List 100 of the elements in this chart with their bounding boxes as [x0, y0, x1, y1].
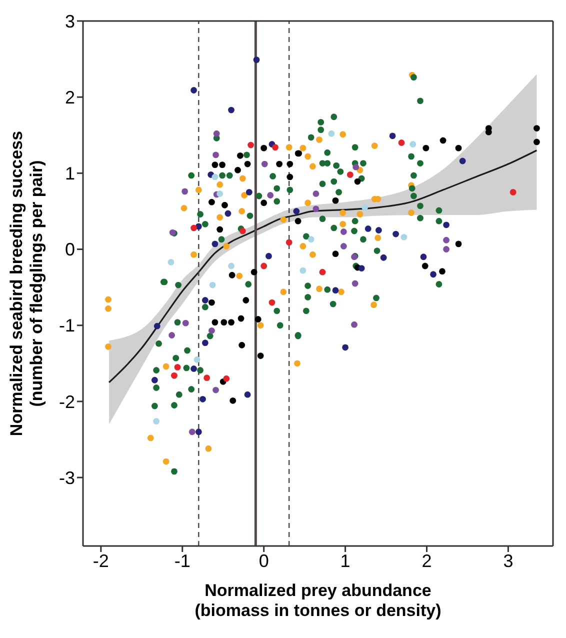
point: [338, 288, 344, 296]
point: [340, 131, 346, 138]
point: [294, 360, 300, 367]
point: [204, 374, 210, 382]
point: [195, 186, 202, 194]
point: [174, 364, 181, 370]
point: [194, 356, 200, 363]
point: [208, 327, 215, 334]
x-tick-label: -2: [92, 550, 109, 571]
point: [342, 344, 348, 351]
point: [316, 136, 322, 143]
point: [340, 210, 346, 216]
y-tick-label: 0: [64, 240, 75, 260]
point: [171, 372, 178, 379]
point: [310, 163, 316, 170]
point: [280, 216, 287, 223]
point: [340, 243, 347, 250]
point: [374, 234, 382, 242]
point: [212, 174, 218, 180]
point: [234, 166, 241, 174]
point: [260, 200, 268, 206]
point: [294, 218, 302, 224]
point: [238, 342, 246, 348]
point: [340, 228, 347, 235]
point: [300, 243, 306, 250]
x-axis-title: Normalized prey abundance (biomass in tonnes or density): [194, 581, 442, 620]
point: [244, 160, 251, 168]
y-tick-label: 2: [64, 87, 75, 108]
y-tick-label: -2: [58, 392, 75, 412]
point: [420, 254, 427, 260]
point: [286, 144, 292, 151]
point: [312, 190, 320, 197]
point: [304, 200, 312, 206]
point: [443, 222, 450, 228]
point: [212, 152, 219, 158]
point: [246, 188, 252, 196]
point: [443, 246, 450, 252]
point: [228, 262, 234, 270]
point: [244, 391, 251, 398]
point: [267, 192, 274, 198]
point: [280, 288, 287, 296]
point: [304, 153, 312, 160]
point: [254, 316, 262, 322]
point: [180, 204, 188, 212]
point: [459, 158, 466, 164]
point: [455, 144, 462, 152]
point: [212, 319, 218, 326]
point: [422, 262, 428, 270]
y-tick-label: -3: [58, 468, 75, 488]
y-tick-label: 1: [64, 164, 75, 184]
point: [248, 142, 254, 148]
point: [272, 144, 278, 151]
point: [310, 251, 316, 258]
point: [332, 287, 339, 294]
y-axis-title: Normalized seabird breeding success (number of fledglings per pair): [7, 130, 46, 436]
point: [239, 228, 246, 234]
point: [312, 206, 320, 212]
x-tick-label: 1: [340, 550, 350, 571]
point: [351, 321, 358, 328]
point: [213, 130, 220, 137]
point: [202, 340, 208, 346]
point: [238, 208, 246, 214]
point: [380, 254, 387, 261]
point: [105, 343, 112, 350]
point: [332, 197, 339, 204]
point: [455, 240, 462, 248]
point: [261, 160, 268, 168]
point: [300, 267, 306, 274]
point: [200, 396, 206, 402]
point: [228, 272, 236, 278]
point: [358, 265, 365, 272]
point: [219, 162, 226, 168]
point: [370, 302, 377, 308]
point: [182, 188, 188, 195]
point: [223, 243, 230, 250]
point: [151, 376, 158, 384]
point: [222, 202, 228, 208]
point: [534, 138, 540, 146]
point: [190, 251, 197, 258]
point: [371, 142, 378, 149]
point: [443, 236, 450, 244]
point: [286, 239, 292, 246]
point: [105, 305, 112, 312]
point: [223, 375, 230, 382]
point: [162, 458, 170, 465]
point: [260, 262, 268, 270]
point: [400, 234, 408, 240]
point: [257, 352, 264, 359]
point: [308, 236, 314, 243]
point: [253, 56, 260, 64]
point: [316, 286, 322, 292]
y-tick-label: -1: [58, 316, 75, 336]
line-series: [108, 150, 538, 384]
x-tick-label: 0: [258, 550, 269, 571]
point: [268, 299, 276, 306]
point: [276, 160, 283, 168]
point: [237, 152, 244, 159]
point: [286, 160, 294, 168]
point: [389, 132, 396, 140]
point: [208, 198, 215, 206]
